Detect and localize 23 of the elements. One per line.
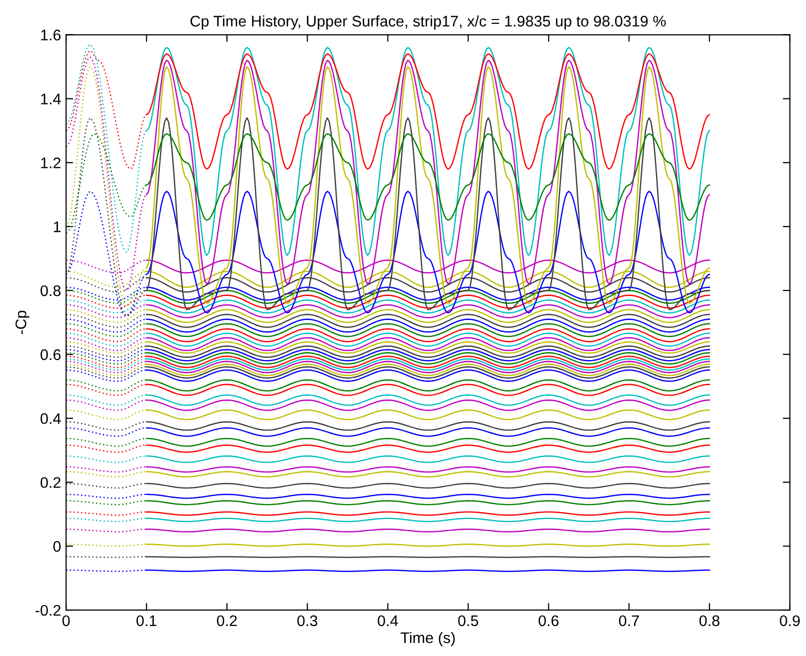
y-tick-label: 0.2 xyxy=(40,477,60,488)
x-tick-label: 0.9 xyxy=(780,615,800,626)
y-tick-label: 1.2 xyxy=(41,157,60,168)
y-tick-label: 0.8 xyxy=(40,285,61,296)
y-tick-label: 1.4 xyxy=(41,94,61,104)
y-tick-label: 0.6 xyxy=(40,349,61,360)
x-axis-title: Time (s) xyxy=(400,632,455,646)
x-tick-label: 0.6 xyxy=(538,615,559,626)
y-tick-label: 1 xyxy=(54,222,60,232)
x-tick-label: 0.3 xyxy=(297,615,318,626)
x-tick-label: 0.1 xyxy=(136,615,156,626)
y-tick-label: 0 xyxy=(53,541,61,552)
chart-title: Cp Time History, Upper Surface, strip17, x/c = 1.9835 up to 98.0319 % xyxy=(190,15,666,30)
y-tick-label: 1.6 xyxy=(41,30,61,40)
x-tick-label: 0.7 xyxy=(619,615,639,626)
y-tick-label: 0.4 xyxy=(40,413,61,424)
x-tick-label: 0.4 xyxy=(378,615,398,626)
x-tick-label: 0.5 xyxy=(458,615,478,626)
x-tick-label: 0 xyxy=(62,615,70,626)
x-tick-label: 0.8 xyxy=(699,615,720,626)
x-tick-label: 0.2 xyxy=(216,615,237,626)
y-tick-label: -0.2 xyxy=(36,604,60,616)
y-axis-title: -Cp xyxy=(16,310,30,334)
